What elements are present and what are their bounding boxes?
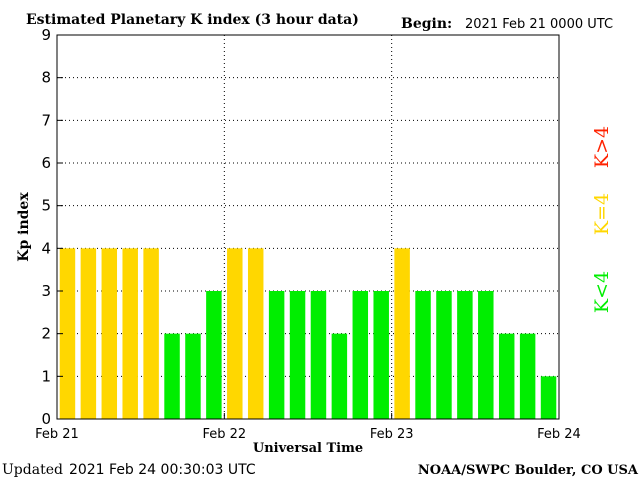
kp-bar [122, 248, 138, 419]
legend-item: K=4 [591, 193, 613, 235]
x-tick-label: Feb 21 [35, 427, 79, 442]
kp-bars [59, 248, 557, 419]
chart-grid [57, 35, 559, 419]
begin-label: Begin: [401, 16, 452, 32]
y-axis-ticks: 0 1 2 3 4 5 6 7 8 9 [41, 26, 63, 428]
x-tick-label: Feb 24 [537, 427, 581, 442]
y-tick-label: 7 [41, 111, 51, 129]
x-axis-ticks: Feb 21 Feb 22 Feb 23 Feb 24 [35, 413, 581, 442]
y-tick-label: 8 [41, 69, 51, 87]
y-tick-label: 4 [41, 239, 51, 257]
kp-bar [498, 333, 515, 419]
x-tick-label: Feb 22 [202, 427, 246, 442]
kp-bar [101, 248, 118, 419]
kp-bar [80, 248, 97, 419]
kp-bar [394, 248, 410, 419]
y-tick-label: 6 [41, 154, 51, 172]
kp-bar [331, 333, 348, 419]
y-tick-label: 3 [41, 282, 51, 300]
kp-legend: K<4 K=4 K>4 [591, 126, 613, 313]
kp-bar [373, 291, 389, 419]
legend-item: K<4 [591, 271, 613, 313]
kp-bar [457, 291, 473, 419]
legend-item: K>4 [591, 126, 613, 168]
begin-value: 2021 Feb 21 0000 UTC [465, 17, 613, 32]
x-axis-label: Universal Time [253, 441, 363, 456]
y-tick-label: 2 [41, 325, 51, 343]
credit-text: NOAA/SWPC Boulder, CO USA [418, 463, 639, 478]
plot-frame [56, 34, 560, 420]
updated-label: Updated [2, 462, 63, 478]
kp-bar [289, 291, 306, 419]
y-tick-label: 1 [41, 367, 51, 385]
kp-bar [519, 333, 536, 419]
kp-bar [436, 291, 452, 419]
updated-value: 2021 Feb 24 00:30:03 UTC [69, 462, 256, 478]
x-tick-label: Feb 23 [370, 427, 414, 442]
kp-bar [143, 248, 159, 419]
kp-bar [478, 291, 494, 419]
updated-timestamp: Updated 2021 Feb 24 00:30:03 UTC [2, 462, 256, 478]
kp-bar [310, 291, 327, 419]
kp-bar [415, 291, 431, 419]
kp-bar [227, 248, 243, 419]
kp-bar [268, 291, 285, 419]
kp-bar [247, 248, 264, 419]
y-tick-label: 0 [41, 410, 51, 428]
y-tick-label: 9 [41, 26, 51, 44]
y-axis-label: Kp index [16, 192, 32, 262]
chart-title: Estimated Planetary K index (3 hour data… [26, 12, 359, 28]
kp-bar [164, 333, 180, 419]
kp-bar [352, 291, 369, 419]
kp-bar [59, 248, 76, 419]
kp-bar [540, 376, 557, 419]
y-tick-label: 5 [41, 197, 51, 215]
kp-bar [185, 333, 201, 419]
kp-bar [206, 291, 222, 419]
